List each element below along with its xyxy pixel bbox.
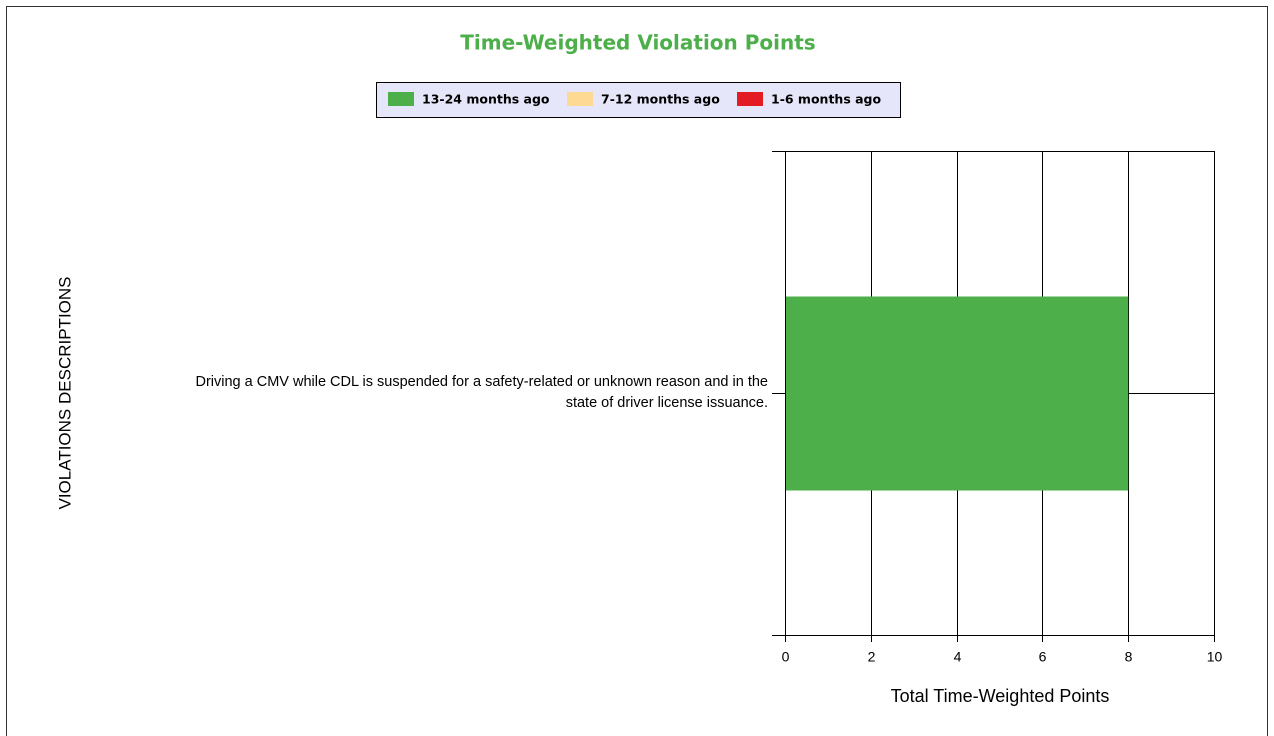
legend-box bbox=[376, 82, 901, 118]
category-label: Driving a CMV while CDL is suspended for… bbox=[195, 374, 768, 411]
legend-swatch bbox=[737, 92, 763, 106]
x-axis-label: Total Time-Weighted Points bbox=[891, 686, 1110, 706]
legend-label: 13-24 months ago bbox=[422, 92, 550, 107]
x-tick-label: 8 bbox=[1125, 649, 1133, 665]
legend-label: 1-6 months ago bbox=[771, 92, 881, 107]
x-tick-label: 10 bbox=[1207, 649, 1223, 665]
y-axis-label: VIOLATIONS DESCRIPTIONS bbox=[55, 276, 74, 509]
legend-swatch bbox=[388, 92, 414, 106]
legend-swatch bbox=[567, 92, 593, 106]
x-tick-label: 6 bbox=[1039, 649, 1047, 665]
legend-label: 7-12 months ago bbox=[601, 92, 720, 107]
chart-title: Time-Weighted Violation Points bbox=[460, 31, 815, 55]
x-tick-label: 4 bbox=[954, 649, 962, 665]
x-tick-label: 2 bbox=[868, 649, 876, 665]
bar bbox=[785, 296, 1129, 491]
x-tick-label: 0 bbox=[782, 649, 790, 665]
